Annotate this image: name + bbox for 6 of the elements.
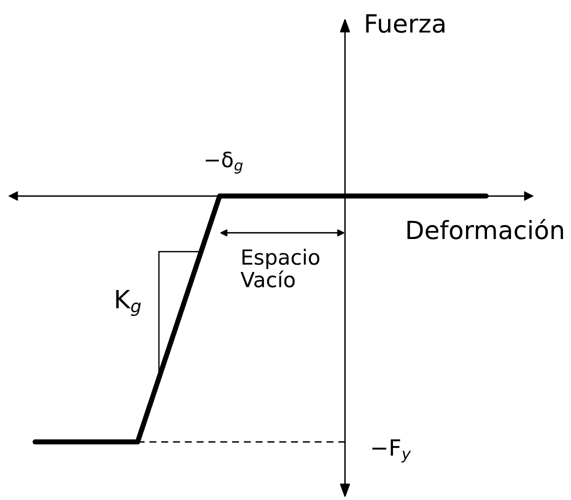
annotation: −δ$_{g}$	[206, 152, 243, 174]
annotation: K$_{g}$	[116, 290, 141, 316]
x-axis-title: Deformación	[408, 219, 563, 240]
ref-line-label: −F$_{y}$	[372, 439, 411, 462]
annotation: Espacio Vacío	[240, 248, 320, 288]
text: Fuerza	[366, 14, 444, 33]
